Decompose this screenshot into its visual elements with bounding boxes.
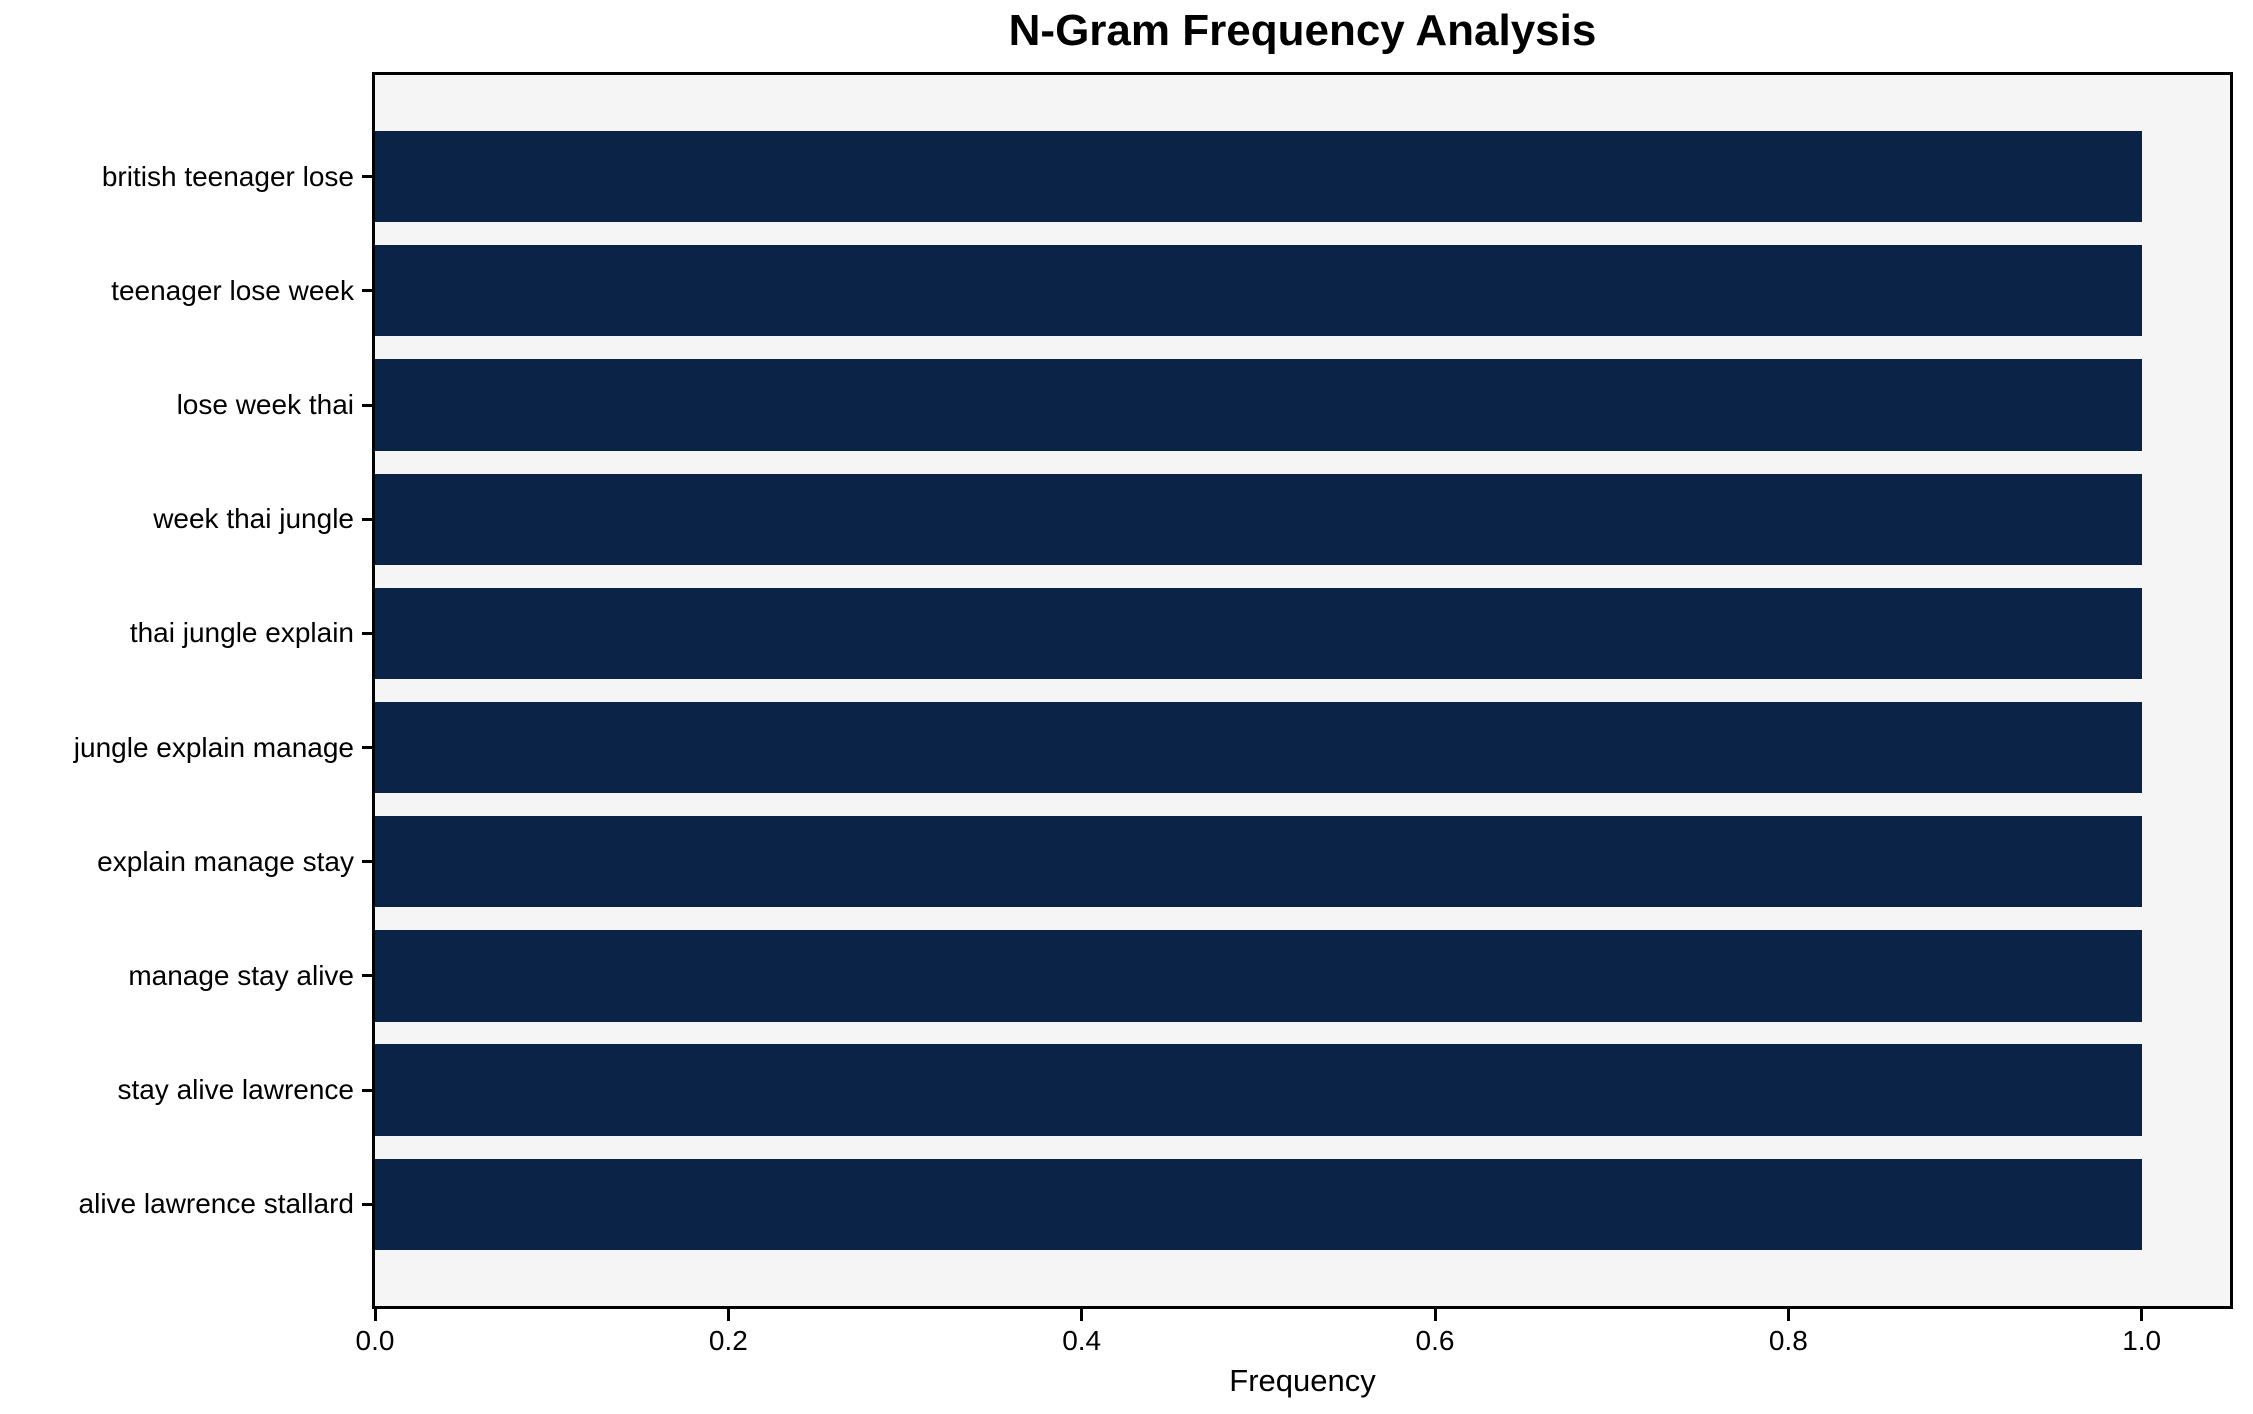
y-tick-label: teenager lose week [111,274,354,306]
y-tick-mark [362,631,372,635]
y-tick-mark [362,175,372,179]
bar-british-teenager-lose [375,130,2142,223]
y-tick-mark [362,1088,372,1092]
x-tick-label: 0.4 [1062,1325,1102,1356]
bar-alive-lawrence-stallard [375,1158,2142,1251]
y-tick-label: alive lawrence stallard [78,1188,354,1220]
y-tick-label: jungle explain manage [73,731,354,763]
y-tick-mark [362,403,372,407]
x-tick-mark [2140,1309,2144,1321]
plot-area [372,72,2233,1309]
bar-jungle-explain-manage [375,701,2142,794]
x-axis-label: Frequency [1229,1363,1376,1398]
y-tick-mark [362,860,372,864]
x-tick-mark [373,1309,377,1321]
x-tick-mark [1786,1309,1790,1321]
y-tick-mark [362,974,372,978]
x-tick-mark [1433,1309,1437,1321]
y-tick-label: lose week thai [176,389,354,421]
y-tick-mark [362,517,372,521]
x-tick-mark [1080,1309,1084,1321]
x-tick-label: 0.8 [1768,1325,1808,1356]
y-tick-label: british teenager lose [101,160,354,192]
y-tick-mark [362,289,372,293]
chart-title: N-Gram Frequency Analysis [1008,6,1597,55]
bar-stay-alive-lawrence [375,1044,2142,1136]
x-tick-label: 1.0 [2122,1325,2162,1356]
y-tick-label: stay alive lawrence [117,1074,354,1106]
bar-teenager-lose-week [375,245,2142,337]
bar-lose-week-thai [375,359,2142,451]
y-tick-mark [362,1202,372,1206]
y-tick-label: week thai jungle [153,503,354,535]
y-tick-label: thai jungle explain [129,617,354,649]
y-tick-label: explain manage stay [97,845,354,877]
y-tick-mark [362,746,372,750]
bar-explain-manage-stay [375,816,2142,908]
bar-manage-stay-alive [375,930,2142,1022]
y-tick-label: manage stay alive [128,959,354,991]
x-tick-label: 0.6 [1415,1325,1455,1356]
x-tick-label: 0.0 [355,1325,395,1356]
x-tick-label: 0.2 [708,1325,748,1356]
x-tick-mark [726,1309,730,1321]
bar-thai-jungle-explain [375,587,2142,680]
bar-week-thai-jungle [375,473,2142,565]
